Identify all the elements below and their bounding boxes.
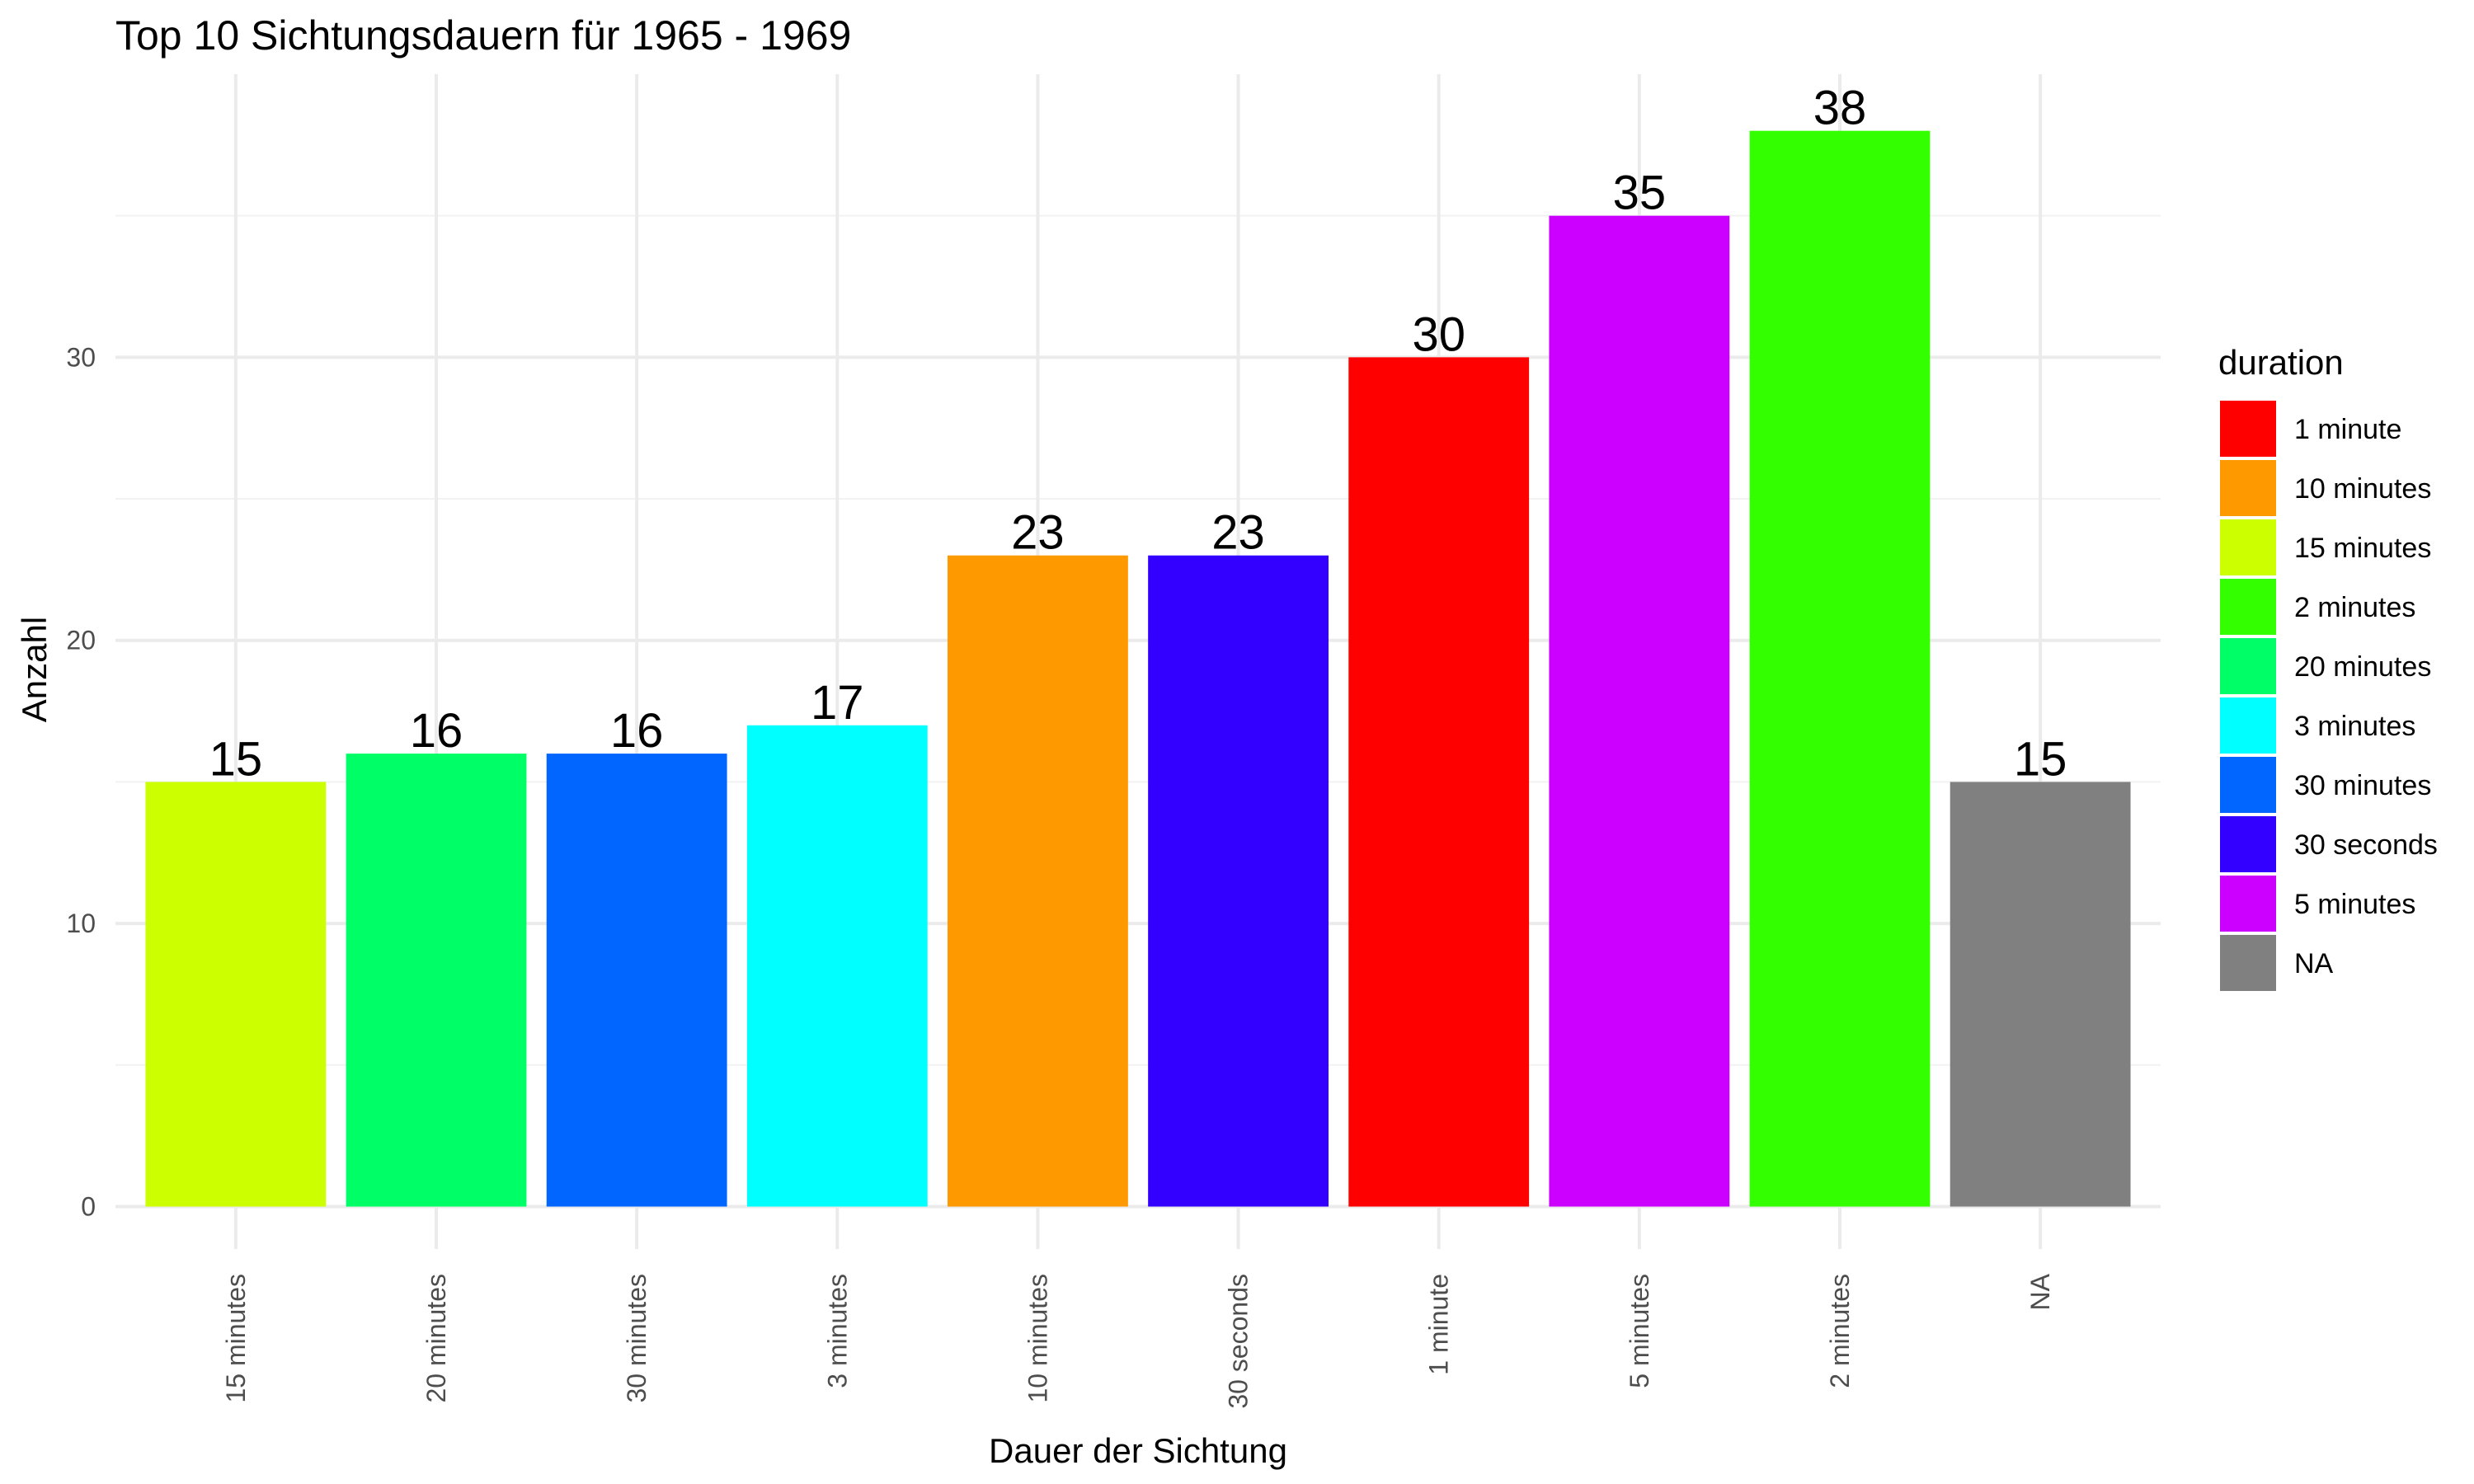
- x-tick-label: 30 seconds: [1224, 1274, 1253, 1409]
- bars: [145, 130, 2131, 1207]
- data-label: 35: [1613, 167, 1667, 220]
- x-tick-label: NA: [2025, 1273, 2055, 1310]
- legend-label: 2 minutes: [2294, 592, 2415, 623]
- legend-key: [2220, 876, 2276, 932]
- data-label: 23: [1011, 506, 1065, 560]
- legend-key: [2220, 816, 2276, 872]
- data-labels: 15 16 16 17 23 23 30 35 38 15: [209, 82, 2067, 787]
- data-label: 38: [1813, 82, 1867, 135]
- legend-label: 15 minutes: [2294, 533, 2431, 564]
- y-axis-title: Anzahl: [15, 617, 54, 722]
- bar: [1950, 782, 2131, 1207]
- x-tick-label: 3 minutes: [822, 1274, 852, 1388]
- legend-label: 30 minutes: [2294, 770, 2431, 801]
- legend-key: [2220, 638, 2276, 694]
- data-label: 30: [1412, 308, 1465, 361]
- bar: [1148, 555, 1329, 1207]
- bar: [546, 754, 727, 1207]
- legend-label: 1 minute: [2294, 414, 2401, 445]
- x-axis-ticks: 15 minutes 20 minutes 30 minutes 3 minutes 1…: [221, 1273, 2055, 1408]
- x-tick-label: 20 minutes: [421, 1274, 451, 1403]
- bar: [1549, 215, 1730, 1207]
- x-tick-label: 10 minutes: [1023, 1274, 1052, 1403]
- x-tick-label: 30 minutes: [622, 1274, 651, 1403]
- legend: duration 1 minute 10 minutes 15 minutes 2 m…: [2218, 343, 2438, 991]
- data-label: 15: [209, 732, 263, 786]
- y-axis-ticks: 0 10 20 30: [66, 342, 96, 1221]
- legend-key: [2220, 757, 2276, 813]
- legend-label: NA: [2294, 948, 2334, 979]
- bar: [145, 782, 327, 1207]
- bar: [1348, 357, 1530, 1207]
- y-tick-label: 10: [66, 909, 96, 938]
- y-tick-label: 20: [66, 626, 96, 655]
- x-tick-label: 5 minutes: [1625, 1274, 1654, 1388]
- legend-key: [2220, 401, 2276, 457]
- legend-key: [2220, 460, 2276, 516]
- legend-label: 20 minutes: [2294, 651, 2431, 683]
- x-tick-label: 1 minute: [1424, 1274, 1454, 1375]
- legend-label: 10 minutes: [2294, 473, 2431, 505]
- legend-key: [2220, 519, 2276, 575]
- x-tick-label: 2 minutes: [1825, 1274, 1855, 1388]
- legend-key: [2220, 697, 2276, 754]
- legend-key: [2220, 579, 2276, 635]
- data-label: 23: [1211, 506, 1265, 560]
- y-tick-label: 0: [81, 1191, 96, 1221]
- x-tick-label: 15 minutes: [221, 1274, 251, 1403]
- data-label: 16: [410, 704, 463, 758]
- data-label: 17: [811, 676, 864, 730]
- data-label: 16: [610, 704, 664, 758]
- legend-label: 30 seconds: [2294, 829, 2438, 861]
- bar: [746, 725, 928, 1207]
- legend-label: 3 minutes: [2294, 711, 2415, 742]
- chart-title: Top 10 Sichtungsdauern für 1965 - 1969: [115, 12, 851, 59]
- y-tick-label: 30: [66, 342, 96, 372]
- x-axis-title: Dauer der Sichtung: [989, 1431, 1287, 1470]
- legend-label: 5 minutes: [2294, 889, 2415, 920]
- legend-title: duration: [2218, 343, 2344, 382]
- bar: [1749, 130, 1931, 1207]
- bar: [948, 555, 1128, 1207]
- bar: [346, 754, 527, 1207]
- legend-key: [2220, 935, 2276, 991]
- data-label: 15: [2014, 732, 2067, 786]
